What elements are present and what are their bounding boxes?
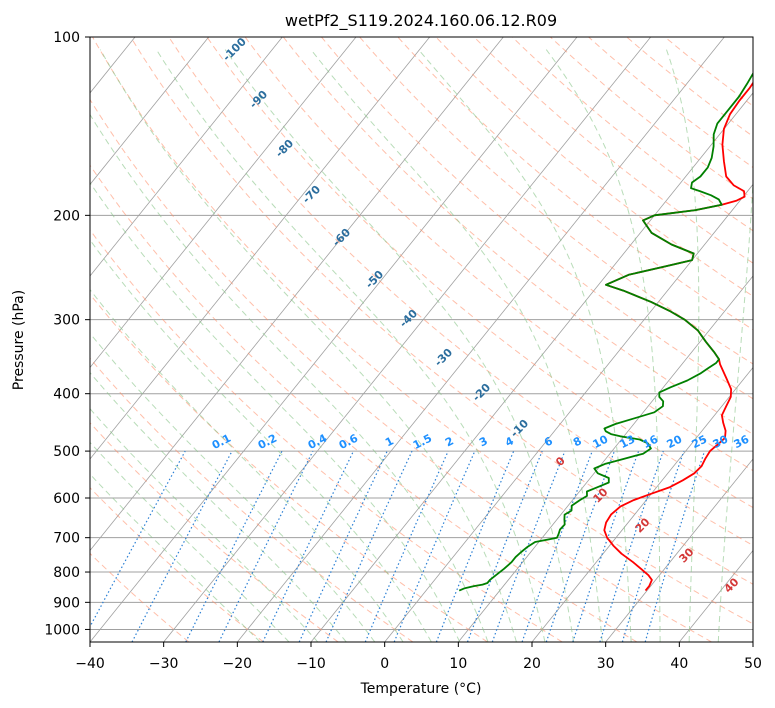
moist-adiabat-line xyxy=(717,173,753,642)
moist-adiabat-line xyxy=(310,49,603,642)
x-tick-label: −40 xyxy=(75,656,105,672)
isotherm-line xyxy=(384,183,753,642)
sounding-profiles xyxy=(458,71,753,592)
mixing-ratio-line xyxy=(218,450,314,642)
moist-adiabat-line xyxy=(90,332,376,642)
moist-adiabat-line xyxy=(224,49,575,642)
isotherm-line xyxy=(237,37,725,642)
moist-adiabat-line xyxy=(155,49,546,642)
dry-adiabat-line xyxy=(397,37,753,331)
x-tick-label: −20 xyxy=(223,656,253,672)
dry-adiabat-line xyxy=(168,37,753,547)
mixing-ratio-label: 30 xyxy=(711,432,731,451)
dry-adiabat-line xyxy=(90,229,563,642)
mixing-ratio-line xyxy=(599,450,664,642)
x-tick-label: 50 xyxy=(744,656,762,672)
moist-adiabat-line xyxy=(90,239,432,642)
isotherm-line xyxy=(90,37,578,642)
dry-adiabat-line xyxy=(244,37,753,472)
y-tick-label: 100 xyxy=(53,30,80,46)
isotherm-line xyxy=(90,37,283,277)
moist-adiabat-line xyxy=(90,181,461,642)
mixing-ratio-label: 16 xyxy=(641,432,661,451)
dry-adiabat-line xyxy=(206,37,753,509)
mixing-ratio-line xyxy=(521,450,593,642)
isotherm-line xyxy=(90,37,210,186)
x-tick-label: 0 xyxy=(380,656,389,672)
axis-ticks: −40 −30 −20 −10 0 10 20 30 40 50 100 200 300 400 500 60… xyxy=(44,30,762,672)
dry-adiabat-line xyxy=(90,422,339,642)
x-tick-label: −10 xyxy=(296,656,326,672)
isotherm-line xyxy=(605,458,753,642)
y-tick-label: 600 xyxy=(53,491,80,507)
y-tick-label: 700 xyxy=(53,531,80,547)
plot-frame xyxy=(89,36,754,643)
mixing-ratio-line xyxy=(131,450,233,642)
mixing-ratio-line xyxy=(435,450,515,642)
background-lines xyxy=(90,37,753,642)
mixing-ratio-label: 13 xyxy=(618,433,638,452)
dry-adiabat-line xyxy=(90,98,712,642)
y-tick-label: 800 xyxy=(53,565,80,581)
chart-title: wetPf2_S119.2024.160.06.12.R09 xyxy=(285,11,557,31)
moist-adiabat-line xyxy=(666,49,700,642)
y-tick-label: 300 xyxy=(53,313,80,329)
moist-adiabat-line xyxy=(90,113,489,642)
x-tick-label: 10 xyxy=(449,656,467,672)
x-tick-label: 20 xyxy=(523,656,541,672)
dry-adiabat-line xyxy=(588,37,753,169)
dry-adiabat-line xyxy=(282,37,753,435)
dry-adiabat-line xyxy=(90,293,488,642)
moist-adiabat-line xyxy=(545,49,661,642)
mixing-ratio-line xyxy=(325,450,413,642)
mixing-ratio-line xyxy=(644,450,706,642)
x-tick-label: 30 xyxy=(597,656,615,672)
mixing-ratio-label: 25 xyxy=(690,433,710,452)
isotherm-line xyxy=(90,37,357,369)
isotherm-line xyxy=(163,37,652,642)
moist-adiabat-line xyxy=(90,371,347,642)
dry-adiabat-line xyxy=(92,37,753,625)
mixing-ratio-label: 36 xyxy=(732,432,752,451)
y-tick-label: 1000 xyxy=(44,622,80,638)
mixing-ratio-line xyxy=(572,450,640,642)
y-tick-label: 500 xyxy=(53,444,80,460)
moist-adiabat-line xyxy=(90,288,404,642)
isotherm-line xyxy=(90,37,431,460)
mixing-ratio-label: 20 xyxy=(665,432,685,451)
x-tick-label: −30 xyxy=(149,656,179,672)
mixing-ratio-line xyxy=(364,450,449,642)
moist-adiabat-line xyxy=(418,49,632,642)
mixing-ratio-line xyxy=(466,450,543,642)
mixing-ratio-line xyxy=(491,450,566,642)
mixing-ratio-line xyxy=(90,450,186,628)
isotherm-line xyxy=(531,366,753,642)
dry-adiabat-line xyxy=(435,37,753,297)
mixing-ratio-line xyxy=(621,450,685,642)
mixing-ratio-label: 10 xyxy=(591,432,611,451)
y-tick-label: 200 xyxy=(53,208,80,224)
x-axis-title: Temperature (°C) xyxy=(360,681,482,697)
y-axis-title: Pressure (hPa) xyxy=(11,290,27,390)
dry-adiabat-line xyxy=(90,164,638,642)
x-tick-label: 40 xyxy=(670,656,688,672)
y-tick-label: 900 xyxy=(53,595,80,611)
moist-adiabat-line xyxy=(99,49,517,642)
isotherm-line xyxy=(90,37,504,552)
mixing-ratio-line xyxy=(185,450,283,642)
dewpoint-profile-line xyxy=(458,71,753,592)
y-tick-label: 400 xyxy=(53,387,80,403)
mixing-ratio-line xyxy=(393,450,476,642)
mixing-ratio-line xyxy=(545,450,615,642)
